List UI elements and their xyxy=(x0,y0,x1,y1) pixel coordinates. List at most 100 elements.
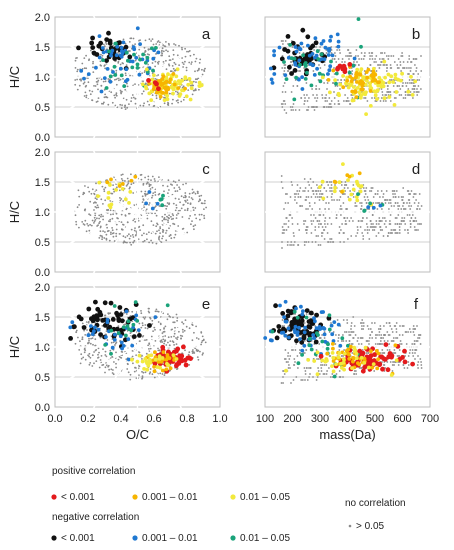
point-no-correlation xyxy=(369,220,372,222)
point-neg_05 xyxy=(160,203,165,208)
point-no-correlation xyxy=(186,209,189,212)
point-no-correlation xyxy=(396,64,399,66)
point-no-correlation xyxy=(343,79,346,81)
series-pos_01 xyxy=(105,174,138,188)
point-no-correlation xyxy=(350,235,353,237)
point-neg_05 xyxy=(327,313,332,318)
point-no-correlation xyxy=(324,100,327,102)
point-no-correlation xyxy=(159,322,162,325)
point-no-correlation xyxy=(340,184,343,186)
point-no-correlation xyxy=(111,232,114,235)
legend-swatch-pos-05 xyxy=(230,494,236,500)
point-no-correlation xyxy=(304,379,306,381)
point-no-correlation xyxy=(335,214,338,216)
point-no-correlation xyxy=(346,319,348,321)
point-no-correlation xyxy=(396,223,399,225)
point-no-correlation xyxy=(316,94,318,96)
point-neg_01 xyxy=(322,57,327,62)
point-no-correlation xyxy=(407,88,410,90)
point-no-correlation xyxy=(356,226,359,228)
point-no-correlation xyxy=(155,242,158,245)
y-tick-label: 1.0 xyxy=(35,342,50,354)
point-neg_001 xyxy=(104,58,109,63)
point-neg_05 xyxy=(315,49,320,54)
point-no-correlation xyxy=(154,65,157,68)
point-no-correlation xyxy=(329,241,332,243)
point-no-correlation xyxy=(412,328,415,330)
point-neg_01 xyxy=(283,319,288,324)
point-no-correlation xyxy=(191,192,194,195)
point-neg_001 xyxy=(289,320,295,325)
point-neg_01 xyxy=(132,47,137,52)
point-no-correlation xyxy=(194,60,197,63)
point-no-correlation xyxy=(407,73,409,75)
point-no-correlation xyxy=(175,337,177,339)
point-no-correlation xyxy=(149,347,152,350)
point-no-correlation xyxy=(182,63,185,65)
point-no-correlation xyxy=(127,233,130,236)
point-no-correlation xyxy=(174,190,177,193)
point-no-correlation xyxy=(418,208,421,210)
point-no-correlation xyxy=(141,195,144,198)
point-no-correlation xyxy=(124,215,127,217)
point-neg_01 xyxy=(151,56,156,61)
point-no-correlation xyxy=(292,85,295,87)
point-no-correlation xyxy=(318,220,321,222)
point-neg_01 xyxy=(327,49,331,53)
point-no-correlation xyxy=(143,71,146,74)
point-no-correlation xyxy=(343,100,345,102)
point-pos_01 xyxy=(331,346,335,351)
point-no-correlation xyxy=(391,364,394,366)
point-no-correlation xyxy=(293,241,296,243)
point-no-correlation xyxy=(396,355,399,357)
point-neg_01 xyxy=(328,38,332,43)
point-no-correlation xyxy=(143,192,146,195)
point-no-correlation xyxy=(370,190,373,192)
point-no-correlation xyxy=(399,61,402,63)
point-no-correlation xyxy=(170,70,173,73)
point-no-correlation xyxy=(83,57,86,59)
point-neg_05 xyxy=(109,351,113,356)
point-no-correlation xyxy=(388,343,391,345)
point-no-correlation xyxy=(173,344,176,346)
point-no-correlation xyxy=(373,229,376,231)
point-no-correlation xyxy=(191,198,194,201)
point-pos_05 xyxy=(188,97,193,102)
point-no-correlation xyxy=(105,223,108,226)
point-pos_05 xyxy=(320,179,325,184)
point-neg_01 xyxy=(94,65,98,70)
point-no-correlation xyxy=(337,340,339,342)
point-no-correlation xyxy=(399,343,401,345)
point-neg_01 xyxy=(101,50,106,55)
point-no-correlation xyxy=(393,325,396,327)
point-no-correlation xyxy=(92,60,94,63)
point-no-correlation xyxy=(100,64,102,67)
point-pos_05 xyxy=(387,95,392,99)
point-no-correlation xyxy=(341,61,343,63)
point-no-correlation xyxy=(188,50,191,52)
point-neg_01 xyxy=(319,41,324,46)
point-no-correlation xyxy=(283,82,286,84)
point-neg_01 xyxy=(124,67,129,72)
point-no-correlation xyxy=(149,371,152,374)
point-no-correlation xyxy=(350,331,352,333)
point-no-correlation xyxy=(323,337,326,339)
point-no-correlation xyxy=(81,336,84,339)
point-no-correlation xyxy=(308,184,311,186)
point-no-correlation xyxy=(99,60,102,63)
point-neg_001 xyxy=(313,40,319,46)
point-no-correlation xyxy=(119,89,122,92)
point-neg_01 xyxy=(97,55,102,60)
point-no-correlation xyxy=(410,190,413,192)
point-no-correlation xyxy=(322,214,325,216)
legend-swatch-neg-01 xyxy=(132,535,138,541)
point-neg_05 xyxy=(107,49,111,54)
point-no-correlation xyxy=(161,215,164,218)
point-no-correlation xyxy=(333,58,336,60)
point-no-correlation xyxy=(168,235,171,238)
point-no-correlation xyxy=(369,226,372,228)
point-no-correlation xyxy=(291,349,293,351)
point-no-correlation xyxy=(319,193,321,195)
point-no-correlation xyxy=(333,103,336,105)
